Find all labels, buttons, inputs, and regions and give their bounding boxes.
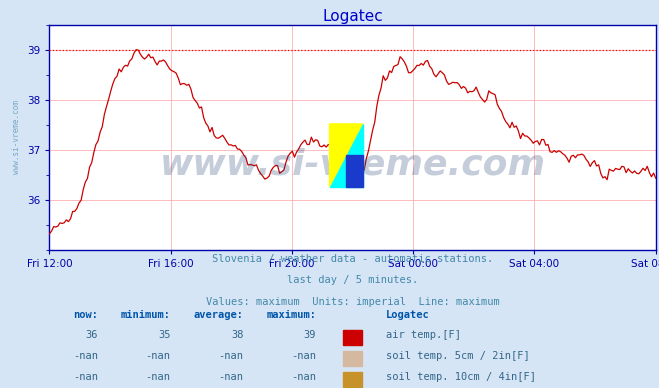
Text: Values: maximum  Units: imperial  Line: maximum: Values: maximum Units: imperial Line: ma… — [206, 297, 500, 307]
Text: soil temp. 5cm / 2in[F]: soil temp. 5cm / 2in[F] — [386, 351, 530, 361]
Text: -nan: -nan — [218, 351, 243, 361]
Bar — [343, 330, 362, 345]
Text: -nan: -nan — [291, 351, 316, 361]
Text: maximum:: maximum: — [266, 310, 316, 320]
Text: -nan: -nan — [73, 351, 98, 361]
Text: Logatec: Logatec — [386, 310, 430, 320]
Text: air temp.[F]: air temp.[F] — [386, 330, 461, 340]
Text: -nan: -nan — [73, 372, 98, 382]
Text: 35: 35 — [158, 330, 171, 340]
Title: Logatec: Logatec — [322, 9, 383, 24]
Text: -nan: -nan — [218, 372, 243, 382]
Bar — [343, 372, 362, 387]
Polygon shape — [330, 124, 363, 187]
Text: soil temp. 10cm / 4in[F]: soil temp. 10cm / 4in[F] — [386, 372, 536, 382]
Text: now:: now: — [73, 310, 98, 320]
Text: Slovenia / weather data - automatic stations.: Slovenia / weather data - automatic stat… — [212, 254, 493, 263]
Text: 39: 39 — [304, 330, 316, 340]
Text: average:: average: — [194, 310, 243, 320]
Bar — [343, 351, 362, 366]
Text: 38: 38 — [231, 330, 243, 340]
Text: www.si-vreme.com: www.si-vreme.com — [159, 147, 546, 181]
Text: -nan: -nan — [146, 372, 171, 382]
Text: minimum:: minimum: — [121, 310, 171, 320]
Text: -nan: -nan — [291, 372, 316, 382]
Text: -nan: -nan — [146, 351, 171, 361]
Bar — [346, 155, 363, 187]
Text: 36: 36 — [86, 330, 98, 340]
Text: www.si-vreme.com: www.si-vreme.com — [12, 100, 20, 174]
Polygon shape — [330, 124, 363, 187]
Text: last day / 5 minutes.: last day / 5 minutes. — [287, 275, 418, 285]
